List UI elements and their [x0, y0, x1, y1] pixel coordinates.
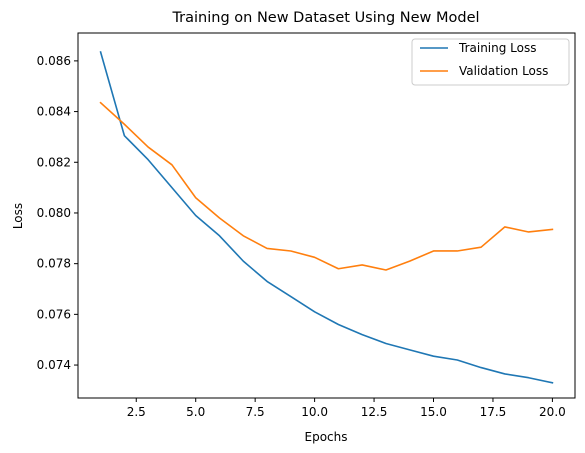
series-layer: [99, 51, 554, 384]
series-validation-loss: [99, 101, 554, 271]
legend: Training Loss Validation Loss: [411, 38, 570, 86]
y-tick-label: 0.086: [37, 54, 71, 68]
x-tick-label: 20.0: [539, 405, 566, 419]
legend-label-training-loss: Training Loss: [458, 41, 536, 55]
series-training-loss: [99, 51, 554, 384]
chart-title: Training on New Dataset Using New Model: [171, 10, 479, 26]
plot-frame: [77, 32, 576, 399]
y-tick-label: 0.076: [37, 307, 71, 321]
x-tick-label: 15.0: [420, 405, 447, 419]
series-line-training-loss: [99, 51, 554, 384]
x-tick-label: 12.5: [361, 405, 388, 419]
x-tick-label: 2.5: [127, 405, 146, 419]
x-axis-ticks: 2.5 5.0 7.5 10.0 12.5 15.0 17.5 20.0: [127, 398, 566, 419]
x-axis-label: Epochs: [305, 430, 348, 444]
x-tick-label: 5.0: [186, 405, 205, 419]
series-line-validation-loss: [99, 101, 554, 271]
x-tick-label: 7.5: [246, 405, 265, 419]
y-tick-label: 0.080: [37, 206, 71, 220]
x-tick-label: 17.5: [480, 405, 507, 419]
y-tick-label: 0.074: [37, 358, 71, 372]
x-tick-label: 10.0: [301, 405, 328, 419]
legend-label-validation-loss: Validation Loss: [459, 64, 548, 78]
y-tick-label: 0.084: [37, 105, 71, 119]
y-tick-label: 0.082: [37, 155, 71, 169]
y-tick-label: 0.078: [37, 257, 71, 271]
y-axis-ticks: 0.074 0.076 0.078 0.080 0.082 0.084 0.086: [37, 54, 78, 372]
y-axis-label: Loss: [11, 203, 25, 229]
legend-box: [411, 38, 570, 86]
